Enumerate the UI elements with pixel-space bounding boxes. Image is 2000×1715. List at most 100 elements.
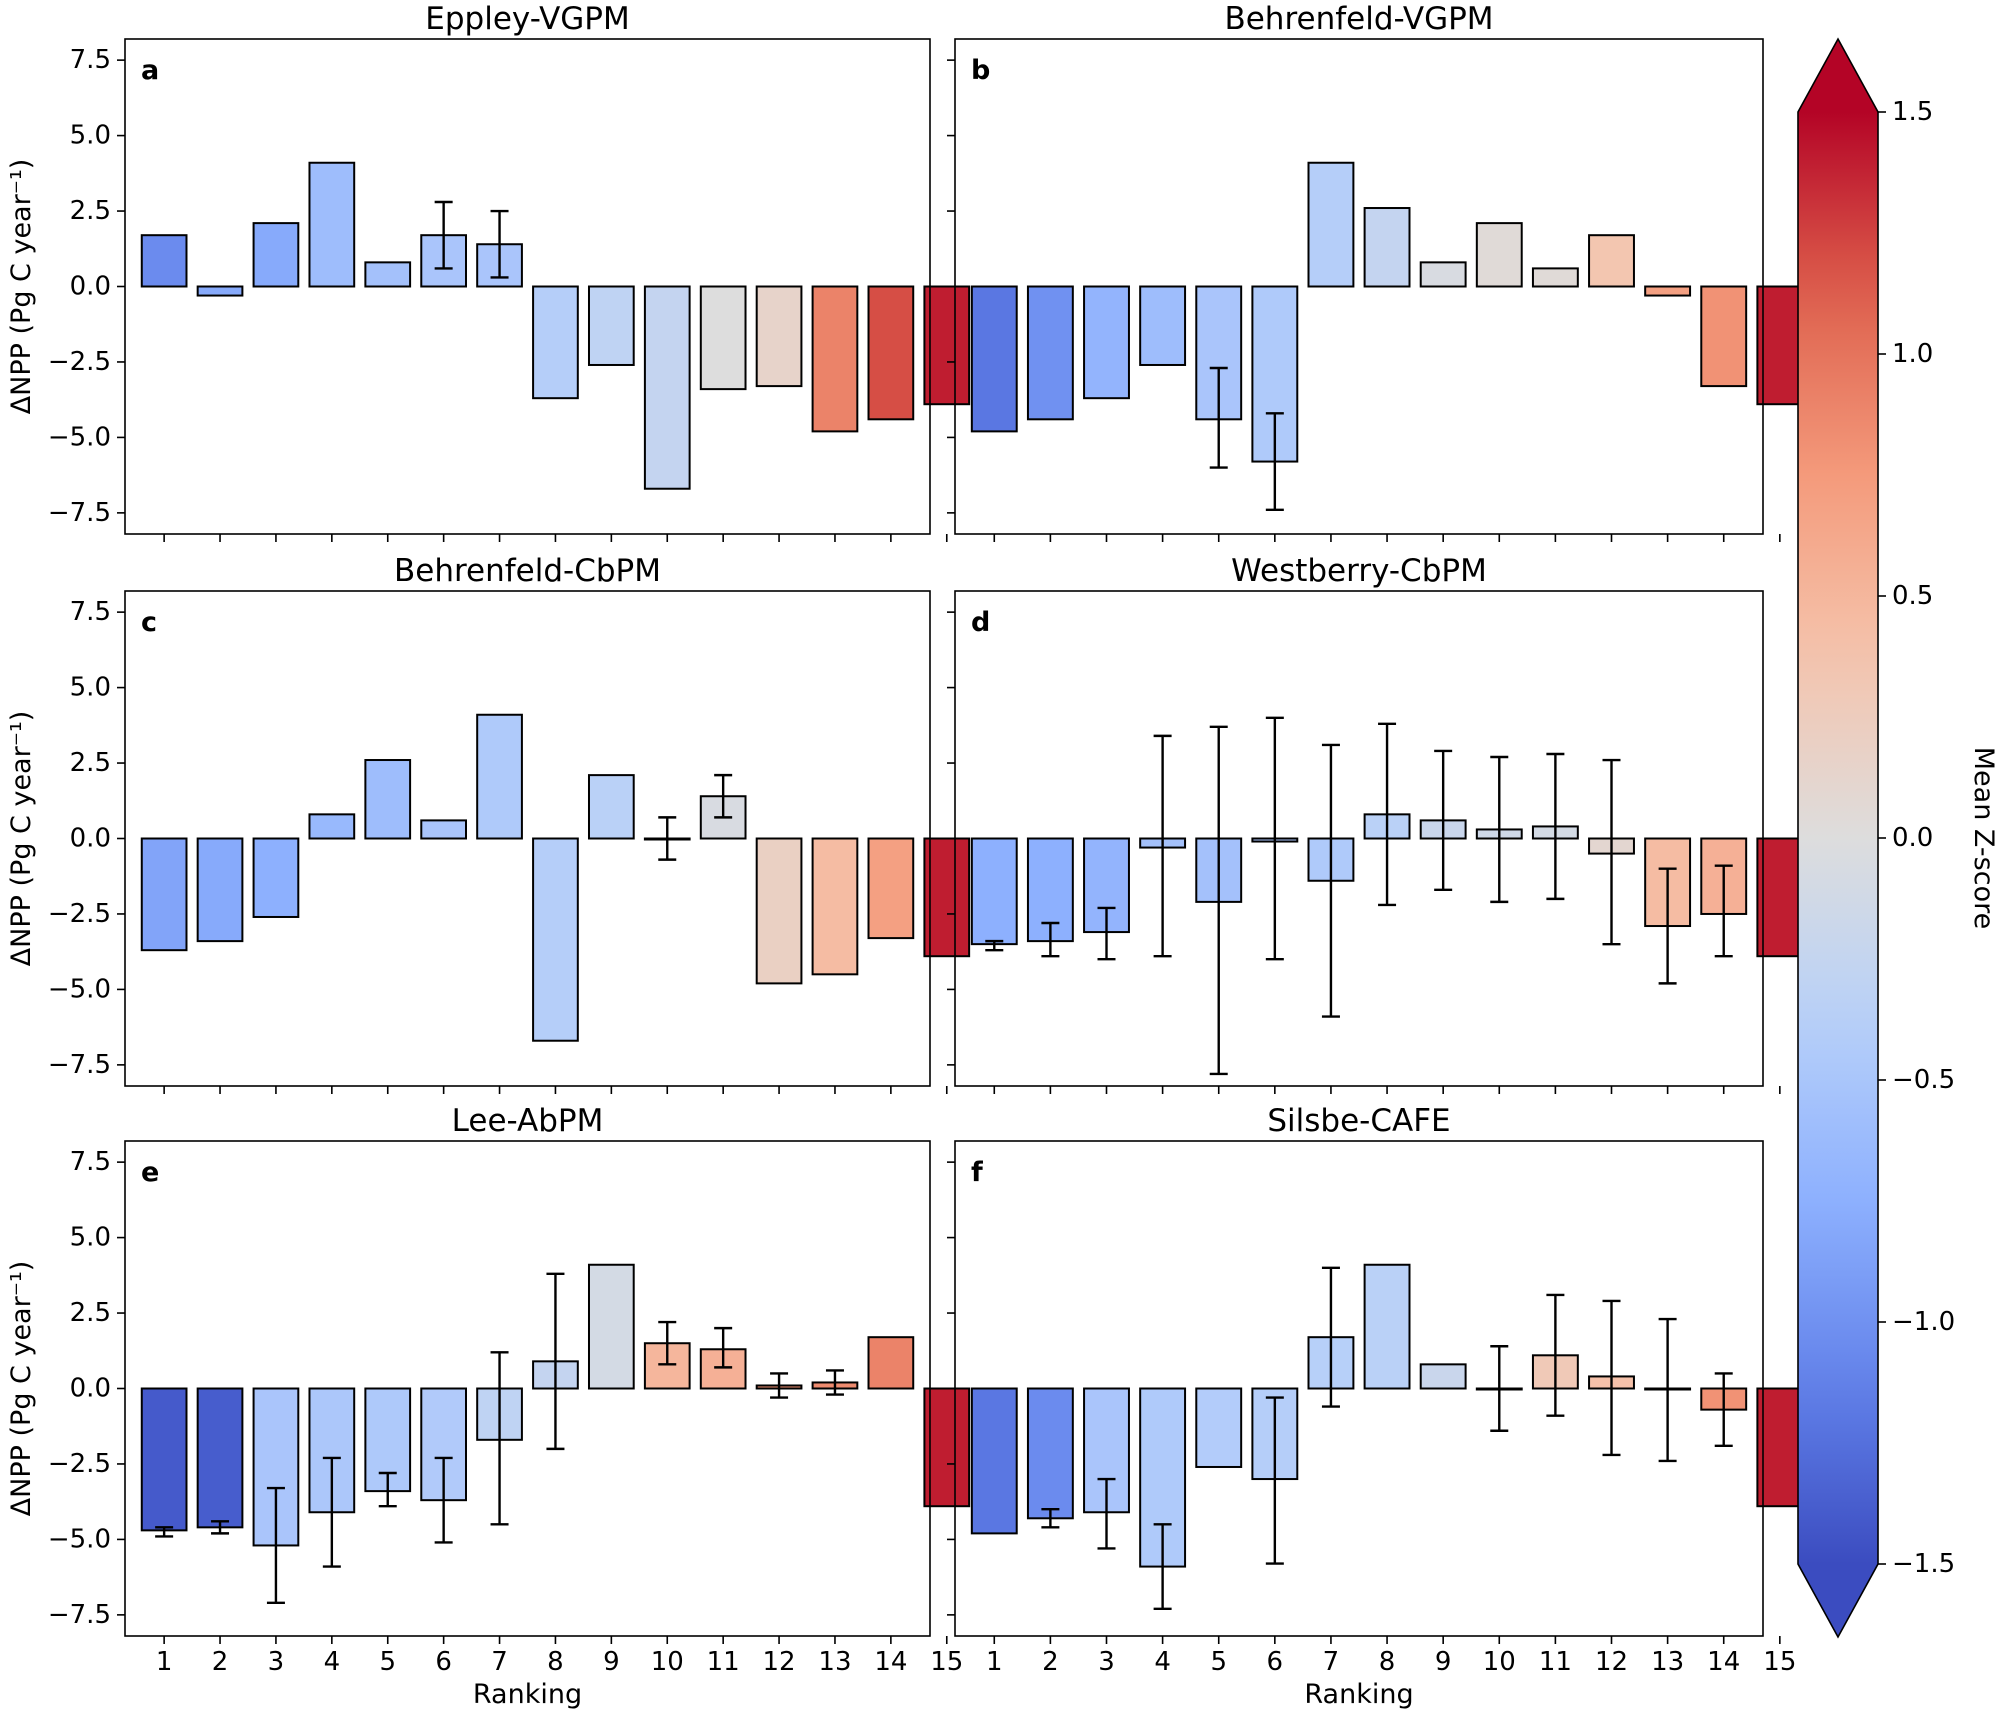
x-tick-label: 12 xyxy=(763,1647,796,1677)
y-tick-label: 7.5 xyxy=(70,45,111,75)
panel-e: −7.5−5.0−2.50.02.55.07.51 2 3 4 5 6 7 8 9 10 11 12 1… xyxy=(6,1103,971,1710)
bar xyxy=(1363,207,1411,288)
bar xyxy=(196,837,244,943)
y-tick-label: 5.0 xyxy=(70,121,111,151)
bar xyxy=(923,1387,971,1508)
bar xyxy=(587,285,635,366)
bar xyxy=(1756,1387,1804,1508)
x-tick-label: 8 xyxy=(1379,1647,1396,1677)
bar xyxy=(532,837,579,1042)
panel-label: b xyxy=(971,55,990,86)
panel-title: Behrenfeld-VGPM xyxy=(1224,1,1493,37)
x-tick-label: 2 xyxy=(1042,1647,1059,1677)
y-tick-label: 0.0 xyxy=(70,824,111,854)
x-tick-label: 9 xyxy=(603,1647,620,1677)
panel-title: Behrenfeld-CbPM xyxy=(394,553,661,589)
y-tick-label: 7.5 xyxy=(70,597,111,627)
panels: −7.5 −5.0 −2.5 0.0 2.5 5.0 7.5 Eppley-VGPM a ΔNPP… xyxy=(6,1,1804,1710)
x-tick-label: 11 xyxy=(707,1647,740,1677)
bar xyxy=(1475,222,1523,288)
y-tick-label: −7.5 xyxy=(48,498,111,528)
bar xyxy=(699,285,747,391)
x-tick-label: 1 xyxy=(986,1647,1003,1677)
panel-label: f xyxy=(971,1157,983,1188)
x-tick-label: 2 xyxy=(212,1647,229,1677)
y-tick-label: 0.0 xyxy=(70,272,111,302)
axes-frame xyxy=(124,1140,931,1637)
bar xyxy=(308,813,356,840)
panel-a: −7.5 −5.0 −2.5 0.0 2.5 5.0 7.5 Eppley-VGPM a ΔNPP… xyxy=(6,1,971,542)
x-tick-label: 8 xyxy=(547,1647,564,1677)
bar xyxy=(867,837,915,940)
bar xyxy=(811,285,859,433)
panel-title: Eppley-VGPM xyxy=(425,1,629,37)
x-tick-label: 4 xyxy=(324,1647,341,1677)
x-tick-label: 13 xyxy=(818,1647,851,1677)
bar xyxy=(364,261,412,288)
colorbar-extend-max xyxy=(1798,39,1878,112)
bar xyxy=(970,1387,1018,1535)
bar xyxy=(923,837,971,958)
y-tick-label: 2.5 xyxy=(70,196,111,226)
bar xyxy=(1026,285,1074,421)
bar xyxy=(140,1387,188,1532)
x-tick-label: 9 xyxy=(1435,1647,1452,1677)
bar xyxy=(643,285,691,490)
colorbar-tick-label: −1.0 xyxy=(1892,1307,1955,1337)
x-tick-label: 7 xyxy=(1323,1647,1340,1677)
colorbar-tick-label: 0.5 xyxy=(1892,581,1933,611)
bar xyxy=(811,837,859,976)
x-tick-label: 11 xyxy=(1539,1647,1572,1677)
colorbar-gradient xyxy=(1798,112,1878,1564)
panel-label: e xyxy=(141,1157,159,1188)
y-tick-label: 7.5 xyxy=(70,1147,111,1177)
x-tick-label: 4 xyxy=(1154,1647,1171,1677)
bar xyxy=(1419,1363,1467,1390)
bar xyxy=(1588,234,1635,288)
bar xyxy=(1419,261,1467,288)
bar xyxy=(140,837,188,952)
bar xyxy=(476,713,523,840)
x-tick-label: 5 xyxy=(1210,1647,1227,1677)
axes-frame xyxy=(954,38,1764,535)
y-tick-label: −5.0 xyxy=(48,1524,111,1554)
panel-b: Behrenfeld-VGPM b xyxy=(947,1,1804,542)
panel-title: Westberry-CbPM xyxy=(1231,553,1487,589)
y-tick-label: −7.5 xyxy=(48,1600,111,1630)
colorbar-extend-min xyxy=(1798,1564,1878,1637)
panel-label: d xyxy=(971,607,990,638)
bar xyxy=(196,1387,244,1529)
y-tick-label: 5.0 xyxy=(70,1223,111,1253)
axes-frame xyxy=(954,590,1764,1087)
x-tick-label: 5 xyxy=(379,1647,396,1677)
bar xyxy=(252,837,300,918)
bar xyxy=(755,837,803,985)
bar xyxy=(1756,837,1804,958)
y-axis-label: ΔNPP (Pg C year⁻¹) xyxy=(6,1261,37,1517)
panel-d: Westberry-CbPM d xyxy=(947,553,1804,1094)
panel-label: a xyxy=(141,55,159,86)
axes-frame xyxy=(124,38,931,535)
bar xyxy=(1756,285,1804,406)
bar xyxy=(1139,285,1187,366)
bar xyxy=(420,819,467,840)
y-tick-label: −7.5 xyxy=(48,1050,111,1080)
panel-title: Silsbe-CAFE xyxy=(1267,1103,1450,1139)
x-tick-label: 12 xyxy=(1595,1647,1628,1677)
bar xyxy=(867,1336,915,1390)
bar xyxy=(1083,285,1130,400)
x-tick-label: 6 xyxy=(435,1647,452,1677)
bar xyxy=(970,285,1018,433)
bar xyxy=(252,222,300,288)
panel-label: c xyxy=(141,607,157,638)
bar xyxy=(587,1263,635,1390)
x-tick-label: 13 xyxy=(1651,1647,1684,1677)
bar xyxy=(1363,1263,1411,1390)
colorbar-tick-label: 0.0 xyxy=(1892,823,1933,853)
y-tick-label: −5.0 xyxy=(48,422,111,452)
colorbar-tick-label: −0.5 xyxy=(1892,1065,1955,1095)
y-tick-label: 0.0 xyxy=(70,1374,111,1404)
x-axis-label: Ranking xyxy=(1304,1679,1413,1710)
